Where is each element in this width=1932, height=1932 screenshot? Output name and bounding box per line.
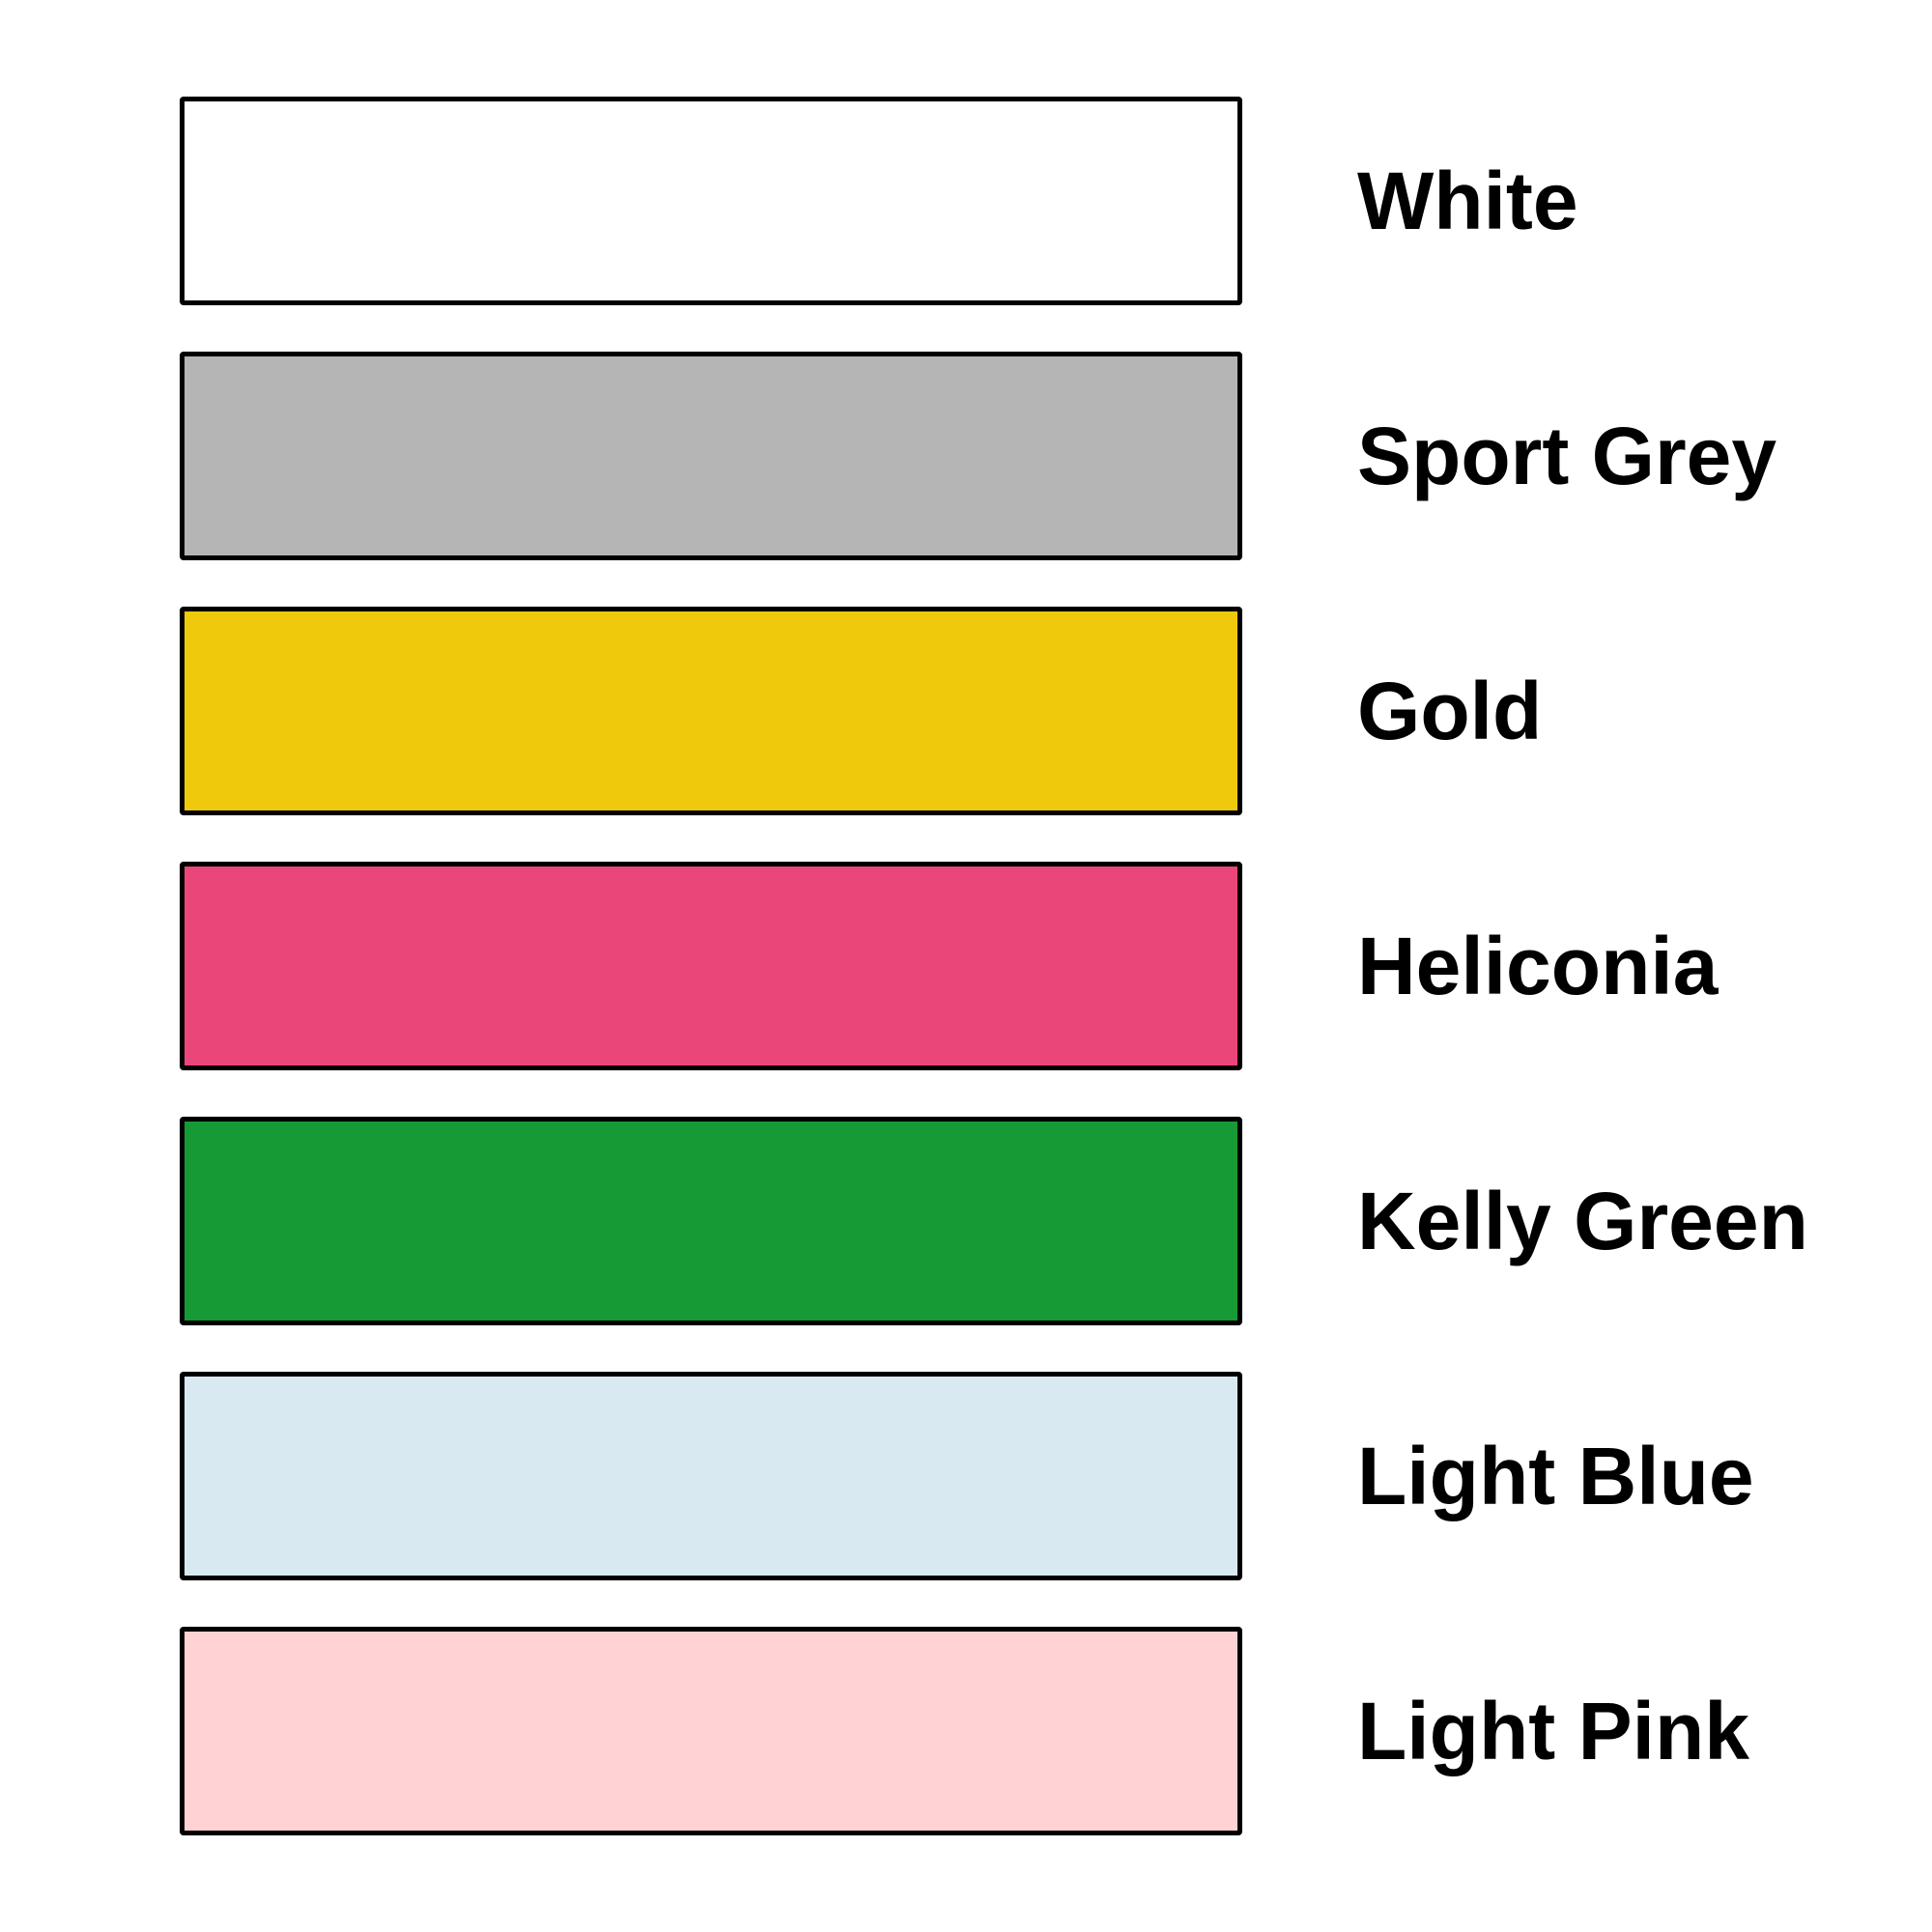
color-swatch	[180, 352, 1242, 560]
color-label: Light Pink	[1357, 1686, 1749, 1776]
color-swatch	[180, 97, 1242, 305]
swatch-row: White	[180, 97, 1808, 305]
color-swatch	[180, 862, 1242, 1070]
color-label: Light Blue	[1357, 1431, 1754, 1521]
swatch-row: Light Pink	[180, 1627, 1808, 1835]
swatch-row: Kelly Green	[180, 1117, 1808, 1325]
color-swatch	[180, 1117, 1242, 1325]
swatch-row: Gold	[180, 607, 1808, 815]
color-label: Sport Grey	[1357, 411, 1777, 501]
color-swatch-list: White Sport Grey Gold Heliconia Kelly Green L…	[180, 97, 1808, 1835]
color-label: Gold	[1357, 666, 1543, 756]
color-swatch	[180, 607, 1242, 815]
swatch-row: Light Blue	[180, 1372, 1808, 1580]
color-label: White	[1357, 156, 1578, 246]
swatch-row: Sport Grey	[180, 352, 1808, 560]
color-swatch	[180, 1372, 1242, 1580]
swatch-row: Heliconia	[180, 862, 1808, 1070]
color-label: Heliconia	[1357, 921, 1719, 1011]
color-swatch	[180, 1627, 1242, 1835]
color-label: Kelly Green	[1357, 1176, 1808, 1266]
